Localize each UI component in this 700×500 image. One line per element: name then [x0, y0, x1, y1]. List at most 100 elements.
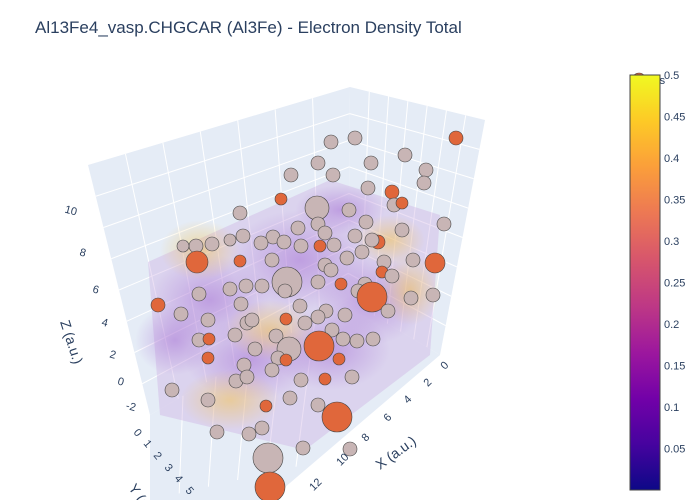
fe-atom-marker — [274, 192, 288, 206]
al-atom-marker — [335, 331, 351, 347]
al-atom-marker — [232, 205, 248, 221]
y-tick-label: 0 — [131, 427, 144, 439]
al-atom-marker — [268, 328, 284, 344]
al-atom-marker — [239, 369, 255, 385]
fe-atom-marker — [448, 130, 464, 146]
colorbar-tick-label: 0.5 — [664, 70, 679, 82]
al-atom-marker — [344, 369, 360, 385]
colorbar-tick-label: 0.05 — [664, 444, 685, 456]
al-atom-marker — [235, 228, 251, 244]
z-tick-label: 6 — [91, 284, 100, 297]
al-atom-marker — [403, 290, 419, 306]
al-atom-marker — [425, 287, 441, 303]
fe-atom-marker — [259, 399, 273, 413]
x-tick-label: 0 — [438, 359, 451, 372]
fe-atom-marker — [424, 252, 446, 274]
al-atom-marker — [436, 216, 452, 232]
colorbar-tick-label: 0.1 — [664, 402, 679, 414]
al-atom-marker — [342, 441, 358, 457]
density-volume — [135, 180, 440, 450]
al-atom-marker — [317, 225, 333, 241]
al-atom-marker — [416, 175, 432, 191]
al-atom-marker — [254, 420, 270, 436]
al-atom-marker — [349, 333, 365, 349]
al-atom-marker — [252, 442, 284, 474]
density-blob — [135, 305, 215, 375]
al-atom-marker — [209, 424, 225, 440]
x-tick-label: 4 — [401, 393, 414, 406]
fe-atom-marker — [202, 332, 216, 346]
colorbar-tick-label: 0.4 — [664, 153, 679, 165]
al-atom-marker — [293, 238, 309, 254]
al-atom-marker — [325, 167, 341, 183]
z-tick-label: 4 — [100, 317, 109, 330]
al-atom-marker — [222, 281, 238, 297]
al-atom-marker — [310, 274, 326, 290]
al-atom-marker — [233, 296, 249, 312]
x-tick-label: 8 — [359, 431, 372, 444]
al-atom-marker — [295, 440, 311, 456]
al-atom-marker — [405, 252, 421, 268]
al-atom-marker — [380, 303, 396, 319]
fe-atom-marker — [395, 196, 409, 210]
colorbar-tick-label: 0.25 — [664, 278, 685, 290]
al-atom-marker — [236, 357, 252, 373]
fe-atom-marker — [321, 401, 353, 433]
fe-atom-marker — [150, 297, 166, 313]
al-atom-marker — [227, 327, 243, 343]
colorbar-tick-label: 0.45 — [664, 112, 685, 124]
chart-title: Al13Fe4_vasp.CHGCAR (Al3Fe) - Electron D… — [35, 18, 462, 37]
al-atom-marker — [176, 239, 190, 253]
al-atom-marker — [191, 286, 207, 302]
al-atom-marker — [326, 237, 342, 253]
al-atom-marker — [200, 392, 216, 408]
z-tick-label: 2 — [108, 349, 117, 362]
al-atom-marker — [304, 195, 330, 221]
z-tick-label: 0 — [116, 376, 125, 389]
z-tick-label: -2 — [124, 400, 137, 414]
al-atom-marker — [290, 220, 306, 236]
al-atom-marker — [347, 130, 363, 146]
al-atom-marker — [364, 232, 380, 248]
al-atom-marker — [310, 397, 326, 413]
x-tick-label: 2 — [421, 376, 434, 389]
colorbar-tick-label: 0.2 — [664, 319, 679, 331]
al-atom-marker — [293, 372, 309, 388]
fe-atom-marker — [303, 330, 335, 362]
al-atom-marker — [354, 244, 370, 260]
al-atom-marker — [324, 322, 340, 338]
colorbar-tick-label: 0.3 — [664, 236, 679, 248]
fe-atom-marker — [201, 351, 215, 365]
al-atom-marker — [247, 341, 263, 357]
z-tick-label: 8 — [78, 247, 87, 260]
al-atom-marker — [264, 362, 280, 378]
al-atom-marker — [276, 234, 292, 250]
fe-atom-marker — [318, 372, 332, 386]
al-atom-marker — [244, 312, 260, 328]
colorbar-gradient — [629, 74, 661, 491]
al-atom-marker — [397, 147, 413, 163]
al-atom-marker — [323, 134, 339, 150]
density-blob — [180, 370, 280, 430]
al-atom-marker — [173, 306, 189, 322]
al-atom-marker — [341, 202, 357, 218]
al-atom-marker — [310, 309, 326, 325]
al-atom-marker — [363, 155, 379, 171]
al-atom-marker — [282, 390, 298, 406]
al-atom-marker — [238, 278, 254, 294]
al-atom-marker — [277, 283, 293, 299]
fe-atom-marker — [279, 353, 293, 367]
al-atom-marker — [254, 278, 270, 294]
al-atom-marker — [253, 235, 269, 251]
al-atom-marker — [292, 298, 308, 314]
al-atom-marker — [223, 233, 237, 247]
fe-atom-marker — [384, 184, 400, 200]
x-tick-label: 12 — [307, 476, 324, 493]
z-tick-label: 10 — [63, 204, 78, 219]
fe-atom-marker — [233, 254, 247, 268]
al-atom-marker — [164, 382, 180, 398]
al-atom-marker — [264, 252, 280, 268]
fe-atom-marker — [313, 239, 327, 253]
al-atom-marker — [297, 315, 313, 331]
